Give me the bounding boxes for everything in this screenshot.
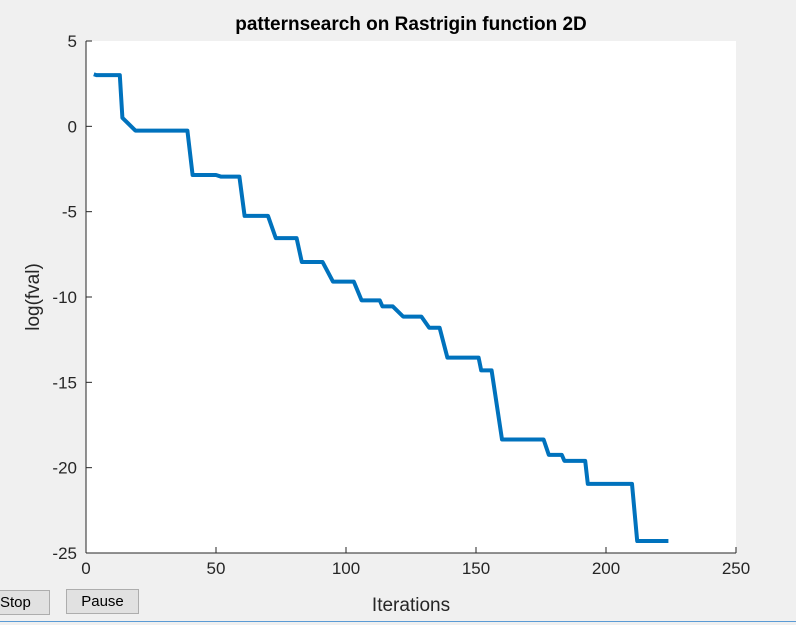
x-tick-label: 0 [81,559,90,578]
x-tick-label: 150 [462,559,490,578]
x-tick-label: 200 [592,559,620,578]
axes: 0 50 100 150 200 250 -25 -20 -15 -10 -5 0 5 [52,32,750,578]
y-tick-label: -5 [62,203,77,222]
chart-title: patternsearch on Rastrigin function 2D [235,14,587,35]
y-tick-label: -25 [52,544,77,563]
y-tick-label: -20 [52,459,77,478]
series-group [93,72,669,544]
x-tick-label: 100 [332,559,360,578]
window-bottom-border [0,621,796,622]
y-axis-title: log(fval) [23,263,44,331]
x-tick-label: 50 [207,559,226,578]
plot-area [86,41,736,553]
series-line-0 [93,72,669,544]
x-axis-title: Iterations [372,595,450,616]
x-tick-label: 250 [722,559,750,578]
stop-button[interactable]: Stop [0,590,50,615]
y-tick-label: 0 [68,117,77,136]
pause-button[interactable]: Pause [66,589,139,614]
y-tick-label: -10 [52,288,77,307]
y-tick-label: 5 [68,32,77,51]
y-tick-label: -15 [52,373,77,392]
